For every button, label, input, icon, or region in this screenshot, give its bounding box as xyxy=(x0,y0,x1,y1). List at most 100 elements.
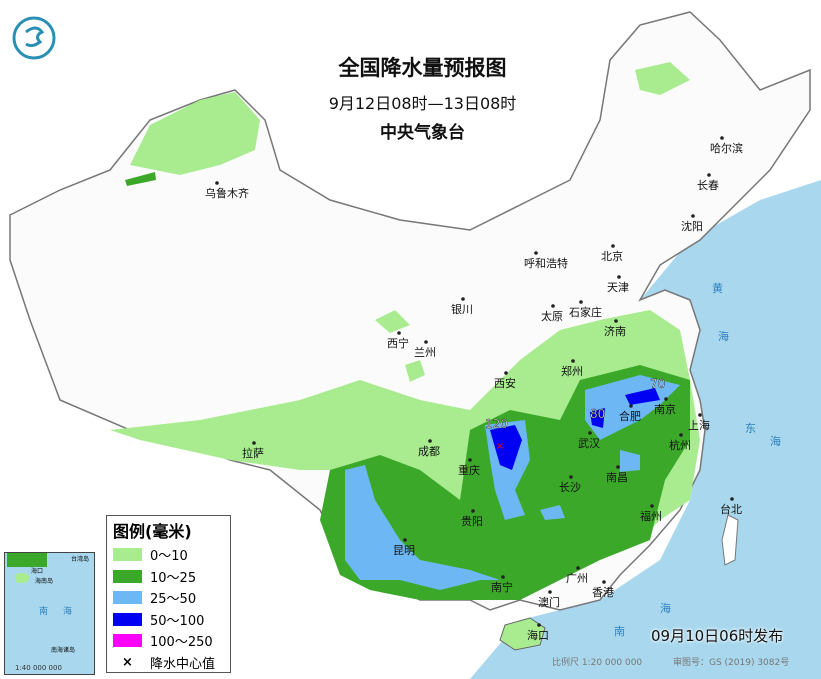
legend-item: 10～25 xyxy=(113,566,224,588)
city-dot xyxy=(576,566,580,570)
issue-time: 09月10日06时发布 xyxy=(651,627,784,645)
legend-label: 25～50 xyxy=(150,592,197,608)
forecast-period: 9月12日08时—13日08时 xyxy=(328,94,517,113)
city-dot xyxy=(617,275,621,279)
city-dot xyxy=(504,371,508,375)
city-label: 香港 xyxy=(592,586,614,599)
city-label: 呼和浩特 xyxy=(524,256,568,270)
city-dot xyxy=(551,304,555,308)
city-label: 济南 xyxy=(604,324,626,338)
legend-item: 25～50 xyxy=(113,587,224,609)
city-dot xyxy=(461,297,465,301)
city-label: 合肥 xyxy=(619,409,641,423)
city-label: 福州 xyxy=(640,509,662,523)
rain-center-x: × xyxy=(496,441,504,452)
sea-label: 东 xyxy=(745,422,756,435)
inset-label: 海口 xyxy=(31,568,44,575)
sea-label: 黄 xyxy=(712,281,723,295)
rain-center-value: 120 xyxy=(485,417,508,431)
city-label: 上海 xyxy=(688,418,710,432)
city-dot xyxy=(664,397,668,401)
rain-center-value: 70 xyxy=(650,377,665,391)
legend-item: 0～10 xyxy=(113,544,224,566)
city-label: 南京 xyxy=(654,402,676,416)
legend-title: 图例(毫米) xyxy=(113,522,192,541)
city-label: 杭州 xyxy=(669,438,691,452)
city-label: 银川 xyxy=(451,302,473,316)
city-dot xyxy=(588,431,592,435)
city-label: 北京 xyxy=(601,249,623,263)
city-label: 天津 xyxy=(607,281,629,294)
city-dot xyxy=(579,300,583,304)
city-dot xyxy=(602,580,606,584)
city-dot xyxy=(468,458,472,462)
rain-center-value: 80 xyxy=(590,407,605,421)
city-label: 长沙 xyxy=(559,481,581,494)
city-dot xyxy=(397,331,401,335)
inset-label: 海南岛 xyxy=(35,578,54,585)
inset-sea-label: 南 xyxy=(39,607,49,617)
city-label: 郑州 xyxy=(561,364,583,378)
city-dot xyxy=(691,214,695,218)
city-label: 西宁 xyxy=(387,336,409,350)
city-dot xyxy=(679,433,683,437)
city-label: 台北 xyxy=(720,502,742,516)
city-dot xyxy=(614,319,618,323)
city-label: 沈阳 xyxy=(681,219,703,233)
legend-item: 100～250 xyxy=(113,630,224,652)
inset-label: 台湾岛 xyxy=(71,556,90,563)
city-label: 南昌 xyxy=(606,471,628,484)
city-label: 重庆 xyxy=(458,463,480,477)
city-dot xyxy=(720,136,724,140)
city-dot xyxy=(501,575,505,579)
city-label: 石家庄 xyxy=(569,305,602,319)
issuer: 中央气象台 xyxy=(380,123,465,143)
city-label: 武汉 xyxy=(578,437,600,450)
city-label: 成都 xyxy=(418,445,440,458)
rain-zone-50-100 xyxy=(490,388,660,470)
city-label: 澳门 xyxy=(538,595,560,609)
city-dot xyxy=(707,173,711,177)
sea-label: 南 xyxy=(614,625,625,638)
legend-swatch xyxy=(113,634,142,648)
legend-label: 10～25 xyxy=(150,570,197,586)
city-dot xyxy=(534,251,538,255)
city-dot xyxy=(548,590,552,594)
legend-item: 50～100 xyxy=(113,609,224,631)
city-dot xyxy=(252,441,256,445)
hainan xyxy=(499,617,546,651)
inset-label: 南海诸岛 xyxy=(51,647,76,654)
city-label: 拉萨 xyxy=(242,446,264,460)
sea-label: 海 xyxy=(660,601,671,615)
legend: 图例(毫米) 0～10 10～25 25～50 50～100 100～250 × 降水中… xyxy=(106,515,231,673)
south-china-sea-inset: 海口 海南岛 台湾岛 南 海 南海诸岛 1:40 000 000 xyxy=(4,552,95,675)
city-dot xyxy=(616,465,620,469)
city-label: 广州 xyxy=(566,572,588,585)
rain-center-marks: 120 × 80 70 xyxy=(485,377,666,452)
legend-swatch xyxy=(113,548,142,562)
map-review-number: 审图号：GS (2019) 3082号 xyxy=(673,658,790,668)
city-dot xyxy=(571,359,575,363)
city-dot xyxy=(650,504,654,508)
city-label: 乌鲁木齐 xyxy=(205,186,249,200)
city-label: 海口 xyxy=(527,628,549,642)
cross-icon: × xyxy=(122,654,133,670)
city-label: 昆明 xyxy=(393,544,415,557)
map-scale: 比例尺 1:20 000 000 xyxy=(552,658,643,668)
city-dot xyxy=(471,509,475,513)
city-dot xyxy=(428,439,432,443)
city-label: 南宁 xyxy=(491,580,513,594)
city-label: 太原 xyxy=(541,310,563,323)
city-label: 贵阳 xyxy=(461,515,483,528)
legend-label: 0～10 xyxy=(150,549,188,565)
inset-scale: 1:40 000 000 xyxy=(15,664,62,672)
city-dot xyxy=(569,475,573,479)
taiwan xyxy=(721,514,739,566)
sea-label: 海 xyxy=(770,434,781,448)
city-label: 哈尔滨 xyxy=(710,141,743,155)
city-dot xyxy=(611,244,615,248)
city-dot xyxy=(424,340,428,344)
legend-item-center: × 降水中心值 xyxy=(113,652,224,674)
